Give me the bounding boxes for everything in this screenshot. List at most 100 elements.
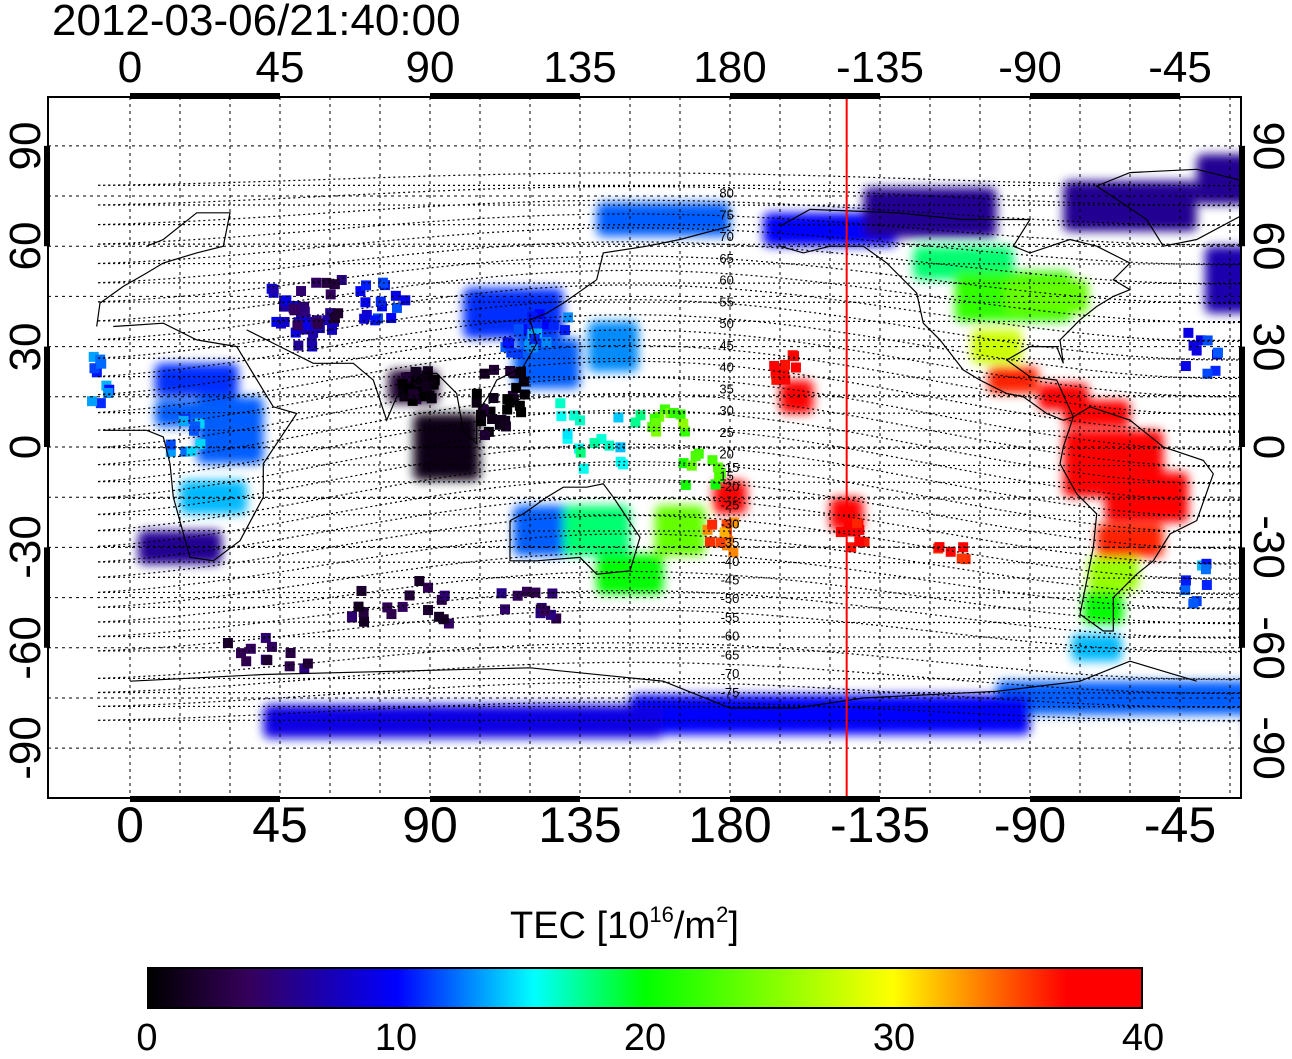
tec-cell [618, 459, 629, 470]
tec-cell [358, 607, 369, 618]
tec-cell [956, 553, 967, 564]
tec-cell [386, 609, 397, 620]
tec-cell [400, 372, 411, 383]
colorbar-label-main: TEC [10 [510, 905, 650, 947]
bottom-lon-tick-label: 45 [252, 797, 308, 853]
tec-cell [404, 383, 415, 394]
right-lat-tick-label: -90 [1244, 716, 1292, 780]
tec-cell [423, 582, 434, 593]
top-lon-tick-label: 45 [255, 43, 305, 92]
tec-cell [306, 337, 317, 348]
tec-cell [321, 277, 332, 288]
left-lat-tick-label: -60 [1, 615, 50, 680]
right-lat-tick-label: -30 [1244, 515, 1292, 580]
tec-field-patch [463, 288, 564, 339]
colorbar-tick-label: 10 [374, 1017, 418, 1059]
tec-cell [512, 590, 523, 601]
tec-cell [835, 526, 846, 537]
frame-bar-bottom [430, 796, 580, 802]
tec-cell [496, 588, 507, 599]
bottom-lon-tick-label: 135 [538, 797, 622, 853]
tec-cell [95, 398, 106, 409]
tec-cell [439, 590, 450, 601]
tec-cell [290, 327, 301, 338]
tec-cell [390, 290, 401, 301]
tec-cell [500, 421, 511, 432]
plot-title: 2012-03-06/21:40:00 [52, 0, 461, 45]
tec-cell [690, 451, 701, 462]
contour-label: 40 [719, 360, 733, 375]
contour-label: 25 [719, 425, 733, 440]
top-lon-tick-label: -135 [835, 43, 925, 92]
tec-cell [1201, 558, 1212, 569]
tec-cell [513, 348, 524, 359]
tec-cell [555, 398, 566, 409]
tec-cell [504, 338, 515, 349]
tec-cell [421, 381, 432, 392]
tec-cell [635, 410, 646, 421]
tec-cell [414, 576, 425, 587]
tec-cell [476, 409, 487, 420]
tec-cell [303, 319, 314, 330]
tec-cell [842, 526, 853, 537]
tec-cell [650, 418, 661, 429]
contour-label: 15 [719, 468, 733, 483]
top-lon-tick-label: -90 [998, 43, 1062, 92]
frame-bar-top [430, 93, 580, 99]
tec-field-patch [263, 704, 664, 739]
contour-label: 75 [719, 207, 733, 222]
tec-cell [180, 446, 191, 457]
tec-cell [721, 519, 732, 530]
tec-cell [415, 374, 426, 385]
tec-cell [262, 655, 273, 666]
tec-cell [423, 605, 434, 616]
tec-cell [471, 397, 482, 408]
tec-cell [704, 536, 715, 547]
tec-cell [195, 439, 206, 450]
colorbar-label-exponent: 16 [649, 902, 674, 927]
tec-cell [548, 320, 559, 331]
tec-cell [370, 315, 381, 326]
bottom-lon-tick-label: -90 [993, 797, 1067, 853]
tec-cell [854, 536, 865, 547]
contour-label: -70 [721, 666, 740, 681]
left-lat-tick-label: -90 [1, 716, 50, 780]
tec-cell [426, 376, 437, 387]
tec-cell [502, 404, 513, 415]
tec-cell [1202, 368, 1213, 379]
colorbar-tick-label: 40 [1121, 1017, 1165, 1059]
tec-cell [516, 407, 527, 418]
tec-cell [329, 313, 340, 324]
tec-cell [292, 320, 303, 331]
contour-label: 20 [719, 447, 733, 462]
tec-cell [728, 517, 739, 528]
tec-cell [404, 590, 415, 601]
tec-cell [680, 479, 691, 490]
tec-cell [329, 279, 340, 290]
tec-cell [521, 586, 532, 597]
tec-cell [426, 393, 437, 404]
tec-cell [87, 396, 98, 407]
contour-label: -40 [721, 554, 740, 569]
tec-cell [360, 297, 371, 308]
tec-cell [336, 274, 347, 285]
mlat-contour [96, 514, 1241, 580]
tec-cell [790, 362, 801, 373]
contour-label: 35 [719, 381, 733, 396]
tec-cell [710, 479, 721, 490]
tec-data-fields [138, 154, 1241, 739]
contour-label: -55 [721, 610, 740, 625]
tec-cell [859, 536, 870, 547]
contour-labels: 80 75 70 65 60 55 50 45 40 35 30 25 20 15-15 -20 -25 -30… [719, 186, 739, 700]
tec-cell [604, 440, 615, 451]
tec-cell [722, 540, 733, 551]
tec-cell [780, 359, 791, 370]
tec-cell [281, 295, 292, 306]
tec-cell [400, 295, 411, 306]
tec-cell [1183, 327, 1194, 338]
contour-label: -45 [721, 573, 740, 588]
tec-field-patch [1005, 279, 1089, 314]
tec-cell [1212, 347, 1223, 358]
tec-cell [485, 406, 496, 417]
tec-cell [578, 463, 589, 474]
